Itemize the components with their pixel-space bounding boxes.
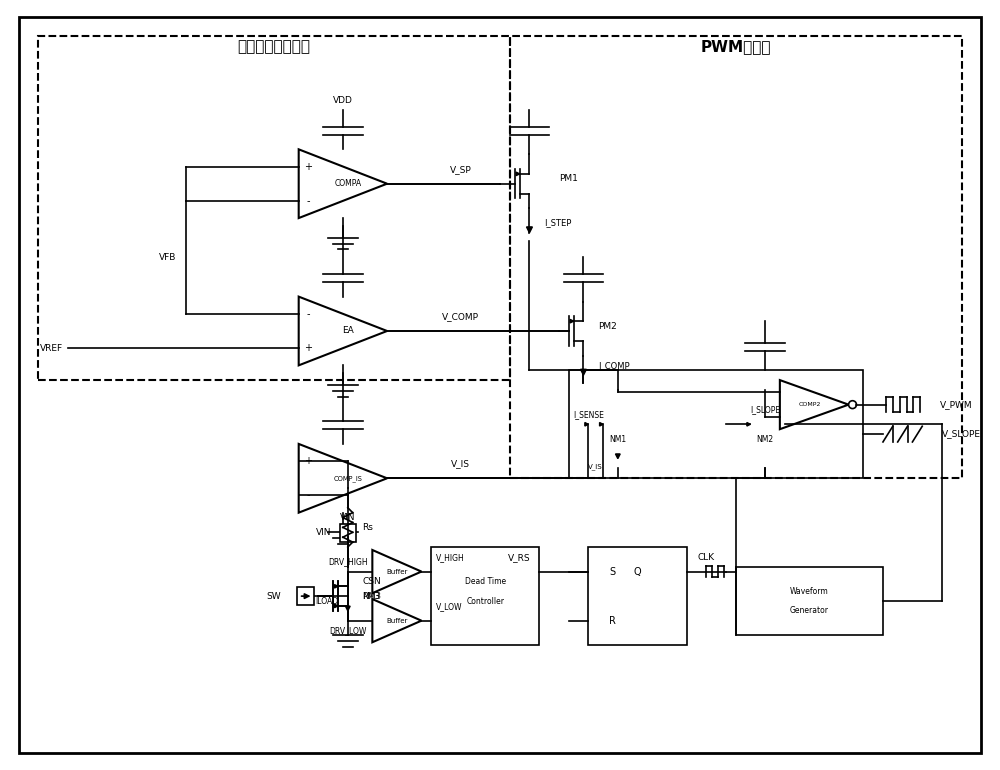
Text: +: + bbox=[305, 162, 313, 172]
Polygon shape bbox=[345, 606, 350, 611]
Polygon shape bbox=[570, 320, 574, 323]
Bar bbox=[736, 567, 883, 635]
Text: NM1: NM1 bbox=[609, 434, 626, 444]
Text: PM1: PM1 bbox=[559, 174, 578, 183]
Text: V_IS: V_IS bbox=[451, 460, 470, 468]
Text: Q: Q bbox=[634, 567, 641, 577]
Text: V_PWM: V_PWM bbox=[940, 400, 973, 409]
Bar bbox=[340, 524, 356, 542]
Text: -: - bbox=[307, 196, 310, 206]
Text: V_COMP: V_COMP bbox=[442, 312, 479, 321]
Text: -: - bbox=[307, 309, 310, 319]
Text: CSN: CSN bbox=[363, 577, 381, 586]
Text: Waveform: Waveform bbox=[790, 587, 829, 596]
Text: Buffer: Buffer bbox=[386, 568, 408, 574]
Text: V_SP: V_SP bbox=[450, 165, 472, 174]
Bar bbox=[297, 588, 314, 605]
Text: +: + bbox=[305, 343, 313, 353]
Text: CLK: CLK bbox=[698, 553, 715, 562]
Text: I_STEP: I_STEP bbox=[544, 219, 572, 227]
Text: Rs: Rs bbox=[363, 523, 373, 532]
Polygon shape bbox=[581, 370, 586, 375]
Text: Controller: Controller bbox=[466, 597, 504, 605]
Polygon shape bbox=[334, 584, 338, 588]
Text: -: - bbox=[307, 490, 310, 500]
Text: DRV_HIGH: DRV_HIGH bbox=[328, 557, 368, 566]
Text: PM2: PM2 bbox=[598, 322, 617, 330]
Polygon shape bbox=[527, 227, 532, 233]
Text: I_COMP: I_COMP bbox=[598, 361, 630, 370]
Text: V_HIGH: V_HIGH bbox=[436, 553, 465, 562]
Text: COMPA: COMPA bbox=[334, 179, 361, 188]
Text: V_IS: V_IS bbox=[588, 464, 603, 470]
Text: EA: EA bbox=[342, 326, 354, 336]
Text: COMP_IS: COMP_IS bbox=[333, 475, 362, 482]
Text: Dead Time: Dead Time bbox=[465, 577, 506, 586]
Text: I_SLOPE: I_SLOPE bbox=[750, 405, 780, 414]
Text: V_SLOPE: V_SLOPE bbox=[942, 430, 981, 439]
Text: +: + bbox=[305, 456, 313, 466]
Text: VIN: VIN bbox=[340, 513, 356, 522]
Text: VFB: VFB bbox=[159, 253, 176, 262]
Text: PM3: PM3 bbox=[363, 591, 380, 601]
Text: SW: SW bbox=[267, 591, 281, 601]
Bar bbox=[431, 547, 539, 645]
Text: DRV_LOW: DRV_LOW bbox=[329, 626, 366, 635]
Bar bbox=[510, 36, 962, 478]
Text: ILOAD: ILOAD bbox=[315, 597, 338, 605]
Text: 负载阶跃加速电路: 负载阶跃加速电路 bbox=[238, 38, 311, 54]
Text: NM2: NM2 bbox=[757, 434, 774, 444]
Text: VDD: VDD bbox=[333, 95, 353, 105]
Text: Generator: Generator bbox=[790, 606, 829, 615]
Text: VIN: VIN bbox=[315, 527, 331, 537]
Text: S: S bbox=[610, 567, 616, 577]
Text: NM3: NM3 bbox=[363, 591, 382, 601]
Text: R: R bbox=[609, 616, 616, 626]
Polygon shape bbox=[585, 423, 588, 426]
Text: V_LOW: V_LOW bbox=[436, 602, 463, 611]
Text: PWM比较器: PWM比较器 bbox=[700, 38, 771, 54]
Polygon shape bbox=[615, 454, 620, 459]
Bar bbox=[38, 36, 510, 380]
Polygon shape bbox=[747, 423, 750, 426]
Polygon shape bbox=[334, 604, 338, 608]
Text: I_SENSE: I_SENSE bbox=[573, 410, 604, 419]
Polygon shape bbox=[516, 172, 520, 176]
Bar bbox=[588, 547, 687, 645]
Text: Buffer: Buffer bbox=[386, 618, 408, 624]
Polygon shape bbox=[600, 423, 603, 426]
Text: COMP2: COMP2 bbox=[798, 402, 821, 407]
Text: VREF: VREF bbox=[40, 343, 63, 353]
Text: V_RS: V_RS bbox=[508, 553, 531, 562]
Bar bbox=[569, 370, 863, 478]
